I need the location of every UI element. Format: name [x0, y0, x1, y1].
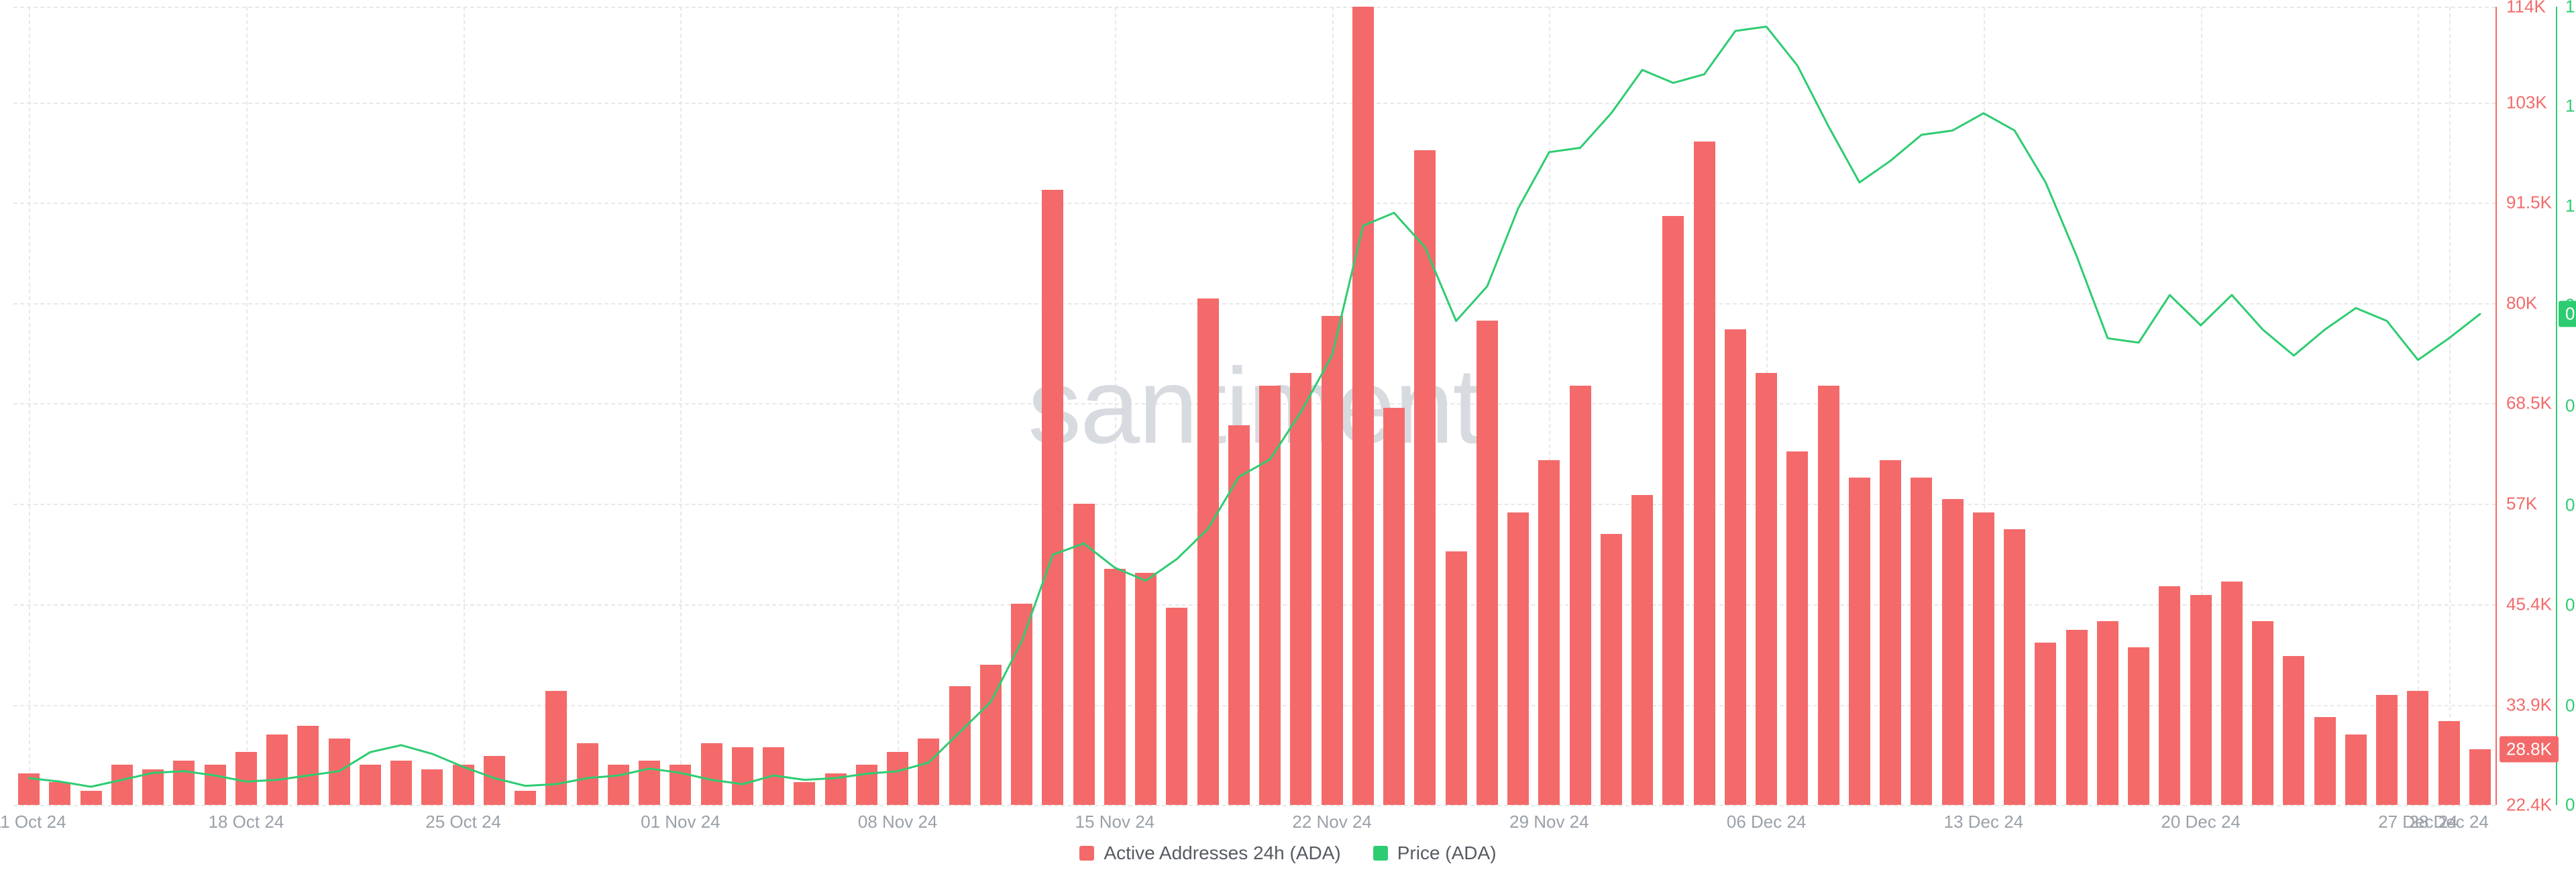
y-left-tick-label: 68.5K	[2506, 393, 2552, 414]
y-right-tick-label: 1.243	[2565, 0, 2576, 17]
x-tick-label: 29 Nov 24	[1509, 805, 1589, 832]
x-tick-label: 25 Oct 24	[425, 805, 501, 832]
chart-container: 11 Oct 24 18 Oct 24 25 Oct 24 01 Nov 24 08 N…	[0, 0, 2576, 872]
y-right-tick-label: 0.436	[2565, 695, 2576, 716]
y-right-tick-label: 1.013	[2565, 195, 2576, 216]
y-left-tick-label: 114K	[2506, 0, 2546, 17]
y-left-tick-label: 91.5K	[2506, 193, 2552, 213]
price-line	[13, 7, 2496, 805]
y-right-current-badge: 0.888	[2559, 301, 2576, 327]
legend-label: Price (ADA)	[1397, 842, 1497, 864]
legend-item[interactable]: Active Addresses 24h (ADA)	[1079, 842, 1340, 864]
y-axis-right-line	[2556, 7, 2557, 805]
y-right-tick-label: 0.321	[2565, 795, 2576, 816]
x-tick-label: 13 Dec 24	[1944, 805, 2024, 832]
legend-item[interactable]: Price (ADA)	[1373, 842, 1497, 864]
y-left-current-badge: 28.8K	[2500, 736, 2559, 762]
legend-swatch-icon	[1373, 846, 1388, 861]
legend-swatch-icon	[1079, 846, 1094, 861]
x-tick-label: 20 Dec 24	[2161, 805, 2241, 832]
y-left-tick-label: 57K	[2506, 493, 2537, 514]
y-gridline	[13, 805, 2496, 806]
x-tick-label: 01 Nov 24	[641, 805, 720, 832]
x-tick-label: 18 Oct 24	[209, 805, 284, 832]
legend-label: Active Addresses 24h (ADA)	[1104, 842, 1340, 864]
y-left-tick-label: 45.4K	[2506, 594, 2552, 615]
x-tick-label: 15 Nov 24	[1075, 805, 1155, 832]
y-axis-left-line	[2496, 7, 2497, 805]
y-right-tick-label: 0.552	[2565, 594, 2576, 615]
x-tick-label: 08 Nov 24	[858, 805, 938, 832]
y-left-tick-label: 103K	[2506, 92, 2547, 113]
y-right-tick-label: 1.128	[2565, 96, 2576, 117]
y-left-tick-label: 33.9K	[2506, 694, 2552, 715]
legend: Active Addresses 24h (ADA) Price (ADA)	[0, 842, 2576, 864]
y-left-tick-label: 80K	[2506, 292, 2537, 313]
x-tick-label: 28 Dec 24	[2409, 805, 2489, 832]
x-tick-label: 11 Oct 24	[0, 805, 66, 832]
y-left-tick-label: 22.4K	[2506, 795, 2552, 816]
x-tick-label: 22 Nov 24	[1292, 805, 1372, 832]
plot-area[interactable]: 11 Oct 2418 Oct 2425 Oct 2401 Nov 2408 N…	[13, 7, 2496, 805]
y-right-tick-label: 0.667	[2565, 495, 2576, 516]
y-right-tick-label: 0.782	[2565, 396, 2576, 417]
x-tick-label: 06 Dec 24	[1727, 805, 1807, 832]
